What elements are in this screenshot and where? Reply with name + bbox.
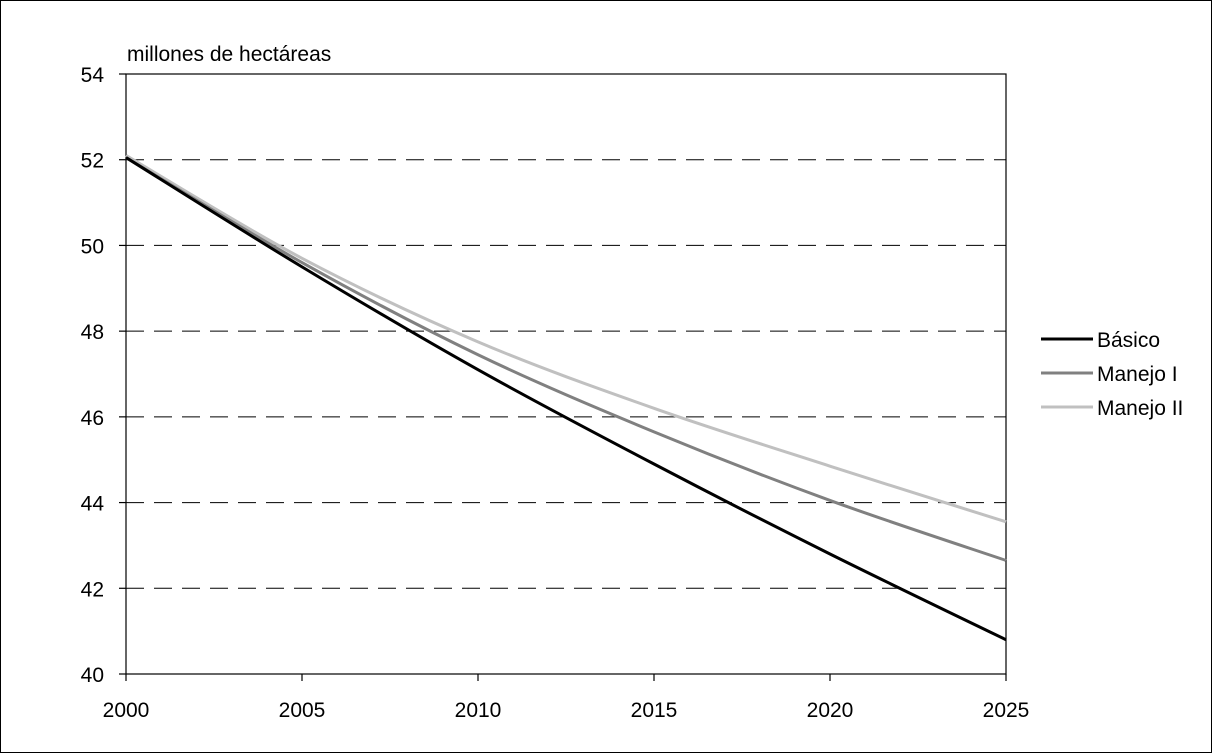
y-tick-label: 54 (81, 64, 105, 87)
y-axis-unit-label: millones de hectáreas (127, 43, 331, 66)
y-tick-label: 46 (81, 407, 104, 430)
x-tick-label: 2005 (279, 699, 326, 722)
x-tick-label: 2000 (103, 699, 150, 722)
series-line-basico (125, 156, 1007, 642)
y-tick-label: 50 (81, 235, 104, 258)
y-tick-label: 48 (81, 321, 104, 344)
series-line-manejo-ii (125, 154, 1007, 524)
legend-label: Manejo II (1097, 397, 1183, 420)
legend-label: Básico (1097, 329, 1160, 352)
plot-area-border (125, 73, 1007, 675)
x-tick-label: 2015 (631, 699, 678, 722)
y-tick-label: 52 (81, 150, 104, 173)
tick-labels: 40 42 44 46 48 50 52 54 2000 2005 2010 2015 2020 2025 (81, 64, 1030, 722)
legend: Básico Manejo I Manejo II (1041, 329, 1183, 420)
y-tick-label: 42 (81, 578, 104, 601)
x-tick-label: 2025 (983, 699, 1030, 722)
gridlines (126, 159, 1006, 589)
x-tick-label: 2010 (455, 699, 502, 722)
axes (119, 73, 1007, 681)
y-tick-label: 44 (81, 493, 105, 516)
series-line-manejo-i (125, 156, 1007, 562)
y-tick-label: 40 (81, 664, 104, 687)
x-tick-label: 2020 (807, 699, 854, 722)
series-lines (125, 154, 1007, 642)
legend-label: Manejo I (1097, 363, 1178, 386)
